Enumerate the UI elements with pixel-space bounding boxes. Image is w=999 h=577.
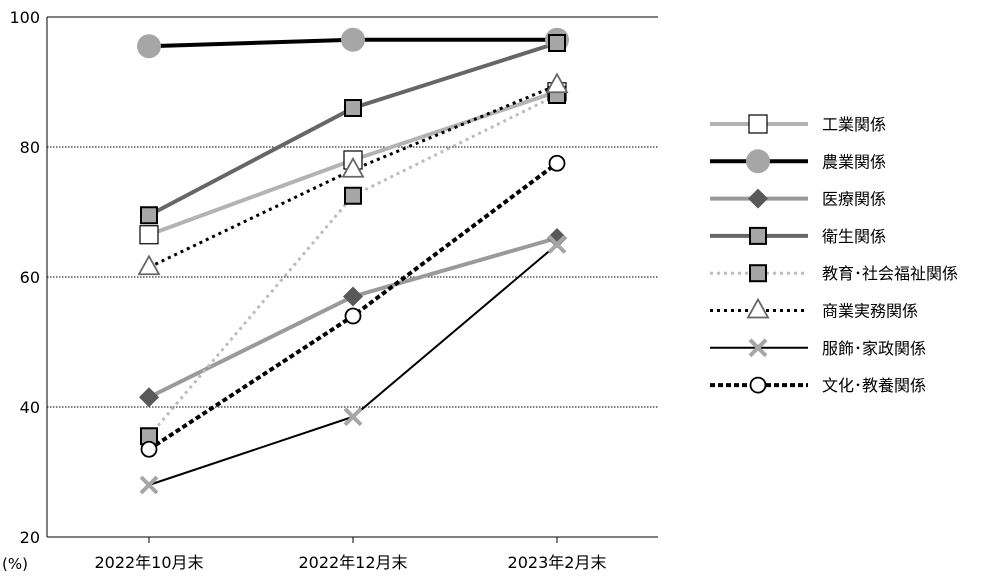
- legend-item: 教育･社会福祉関係: [710, 264, 958, 283]
- x-tick-label: 2023年2月末: [508, 553, 607, 572]
- data-point: [545, 72, 569, 94]
- legend-marker: [748, 114, 768, 134]
- series-line: [148, 243, 558, 486]
- legend-label: 工業関係: [822, 115, 886, 134]
- data-point: [548, 154, 566, 172]
- data-point: [344, 186, 362, 205]
- data-point: [343, 286, 363, 307]
- legend-item: 商業実務関係: [710, 297, 918, 321]
- y-tick-label: 100: [9, 8, 40, 27]
- legend-marker: [746, 297, 770, 319]
- series-line: [147, 93, 558, 438]
- data-point: [547, 235, 567, 254]
- data-point: [139, 387, 159, 408]
- legend-item: 衛生関係: [710, 226, 886, 246]
- data-point: [139, 475, 159, 495]
- data-point: [548, 34, 566, 52]
- data-point: [137, 34, 161, 59]
- data-point: [140, 206, 158, 225]
- data-point: [139, 225, 159, 245]
- legend-label: 服飾･家政関係: [822, 339, 926, 358]
- data-point: [341, 156, 365, 178]
- legend-item: 工業関係: [710, 114, 886, 134]
- axes: [46, 16, 658, 543]
- series-markers: [137, 27, 569, 495]
- data-point: [344, 307, 362, 325]
- tick-labels: 20 40 60 80 100 (%) 2022年10月末 2022年12月末 2023年2月末: [2, 8, 606, 573]
- y-tick-label: 60: [20, 268, 40, 287]
- legend-label: 農業関係: [822, 152, 886, 171]
- data-point: [140, 440, 158, 458]
- y-tick-label: 40: [20, 398, 40, 417]
- legend-item: 服飾･家政関係: [710, 338, 926, 358]
- legend-label: 文化･教養関係: [822, 376, 926, 395]
- legend-marker: [749, 226, 767, 245]
- data-point: [344, 99, 362, 117]
- legend-marker: [749, 264, 767, 283]
- x-tick-label: 2022年12月末: [298, 553, 407, 572]
- legend-item: 農業関係: [710, 149, 886, 174]
- legend-marker: [749, 376, 767, 394]
- grid-lines: [47, 146, 658, 408]
- data-point: [343, 407, 363, 427]
- y-tick-label: 80: [20, 138, 40, 157]
- data-point: [137, 254, 161, 276]
- legend-label: 衛生関係: [822, 227, 886, 246]
- data-point: [341, 27, 365, 52]
- legend-marker: [746, 149, 770, 174]
- legend-item: 文化･教養関係: [710, 376, 926, 395]
- y-axis-unit: (%): [2, 555, 28, 573]
- legend: 工業関係農業関係医療関係衛生関係教育･社会福祉関係商業実務関係服飾･家政関係文化…: [710, 114, 958, 395]
- legend-marker: [748, 338, 768, 358]
- x-tick-label: 2022年10月末: [94, 553, 203, 572]
- legend-label: 医療関係: [822, 190, 886, 209]
- legend-label: 商業実務関係: [822, 302, 918, 321]
- legend-marker: [748, 188, 768, 209]
- legend-item: 医療関係: [710, 188, 886, 209]
- data-point: [547, 228, 567, 248]
- legend-label: 教育･社会福祉関係: [822, 264, 958, 283]
- y-tick-label: 20: [20, 528, 40, 547]
